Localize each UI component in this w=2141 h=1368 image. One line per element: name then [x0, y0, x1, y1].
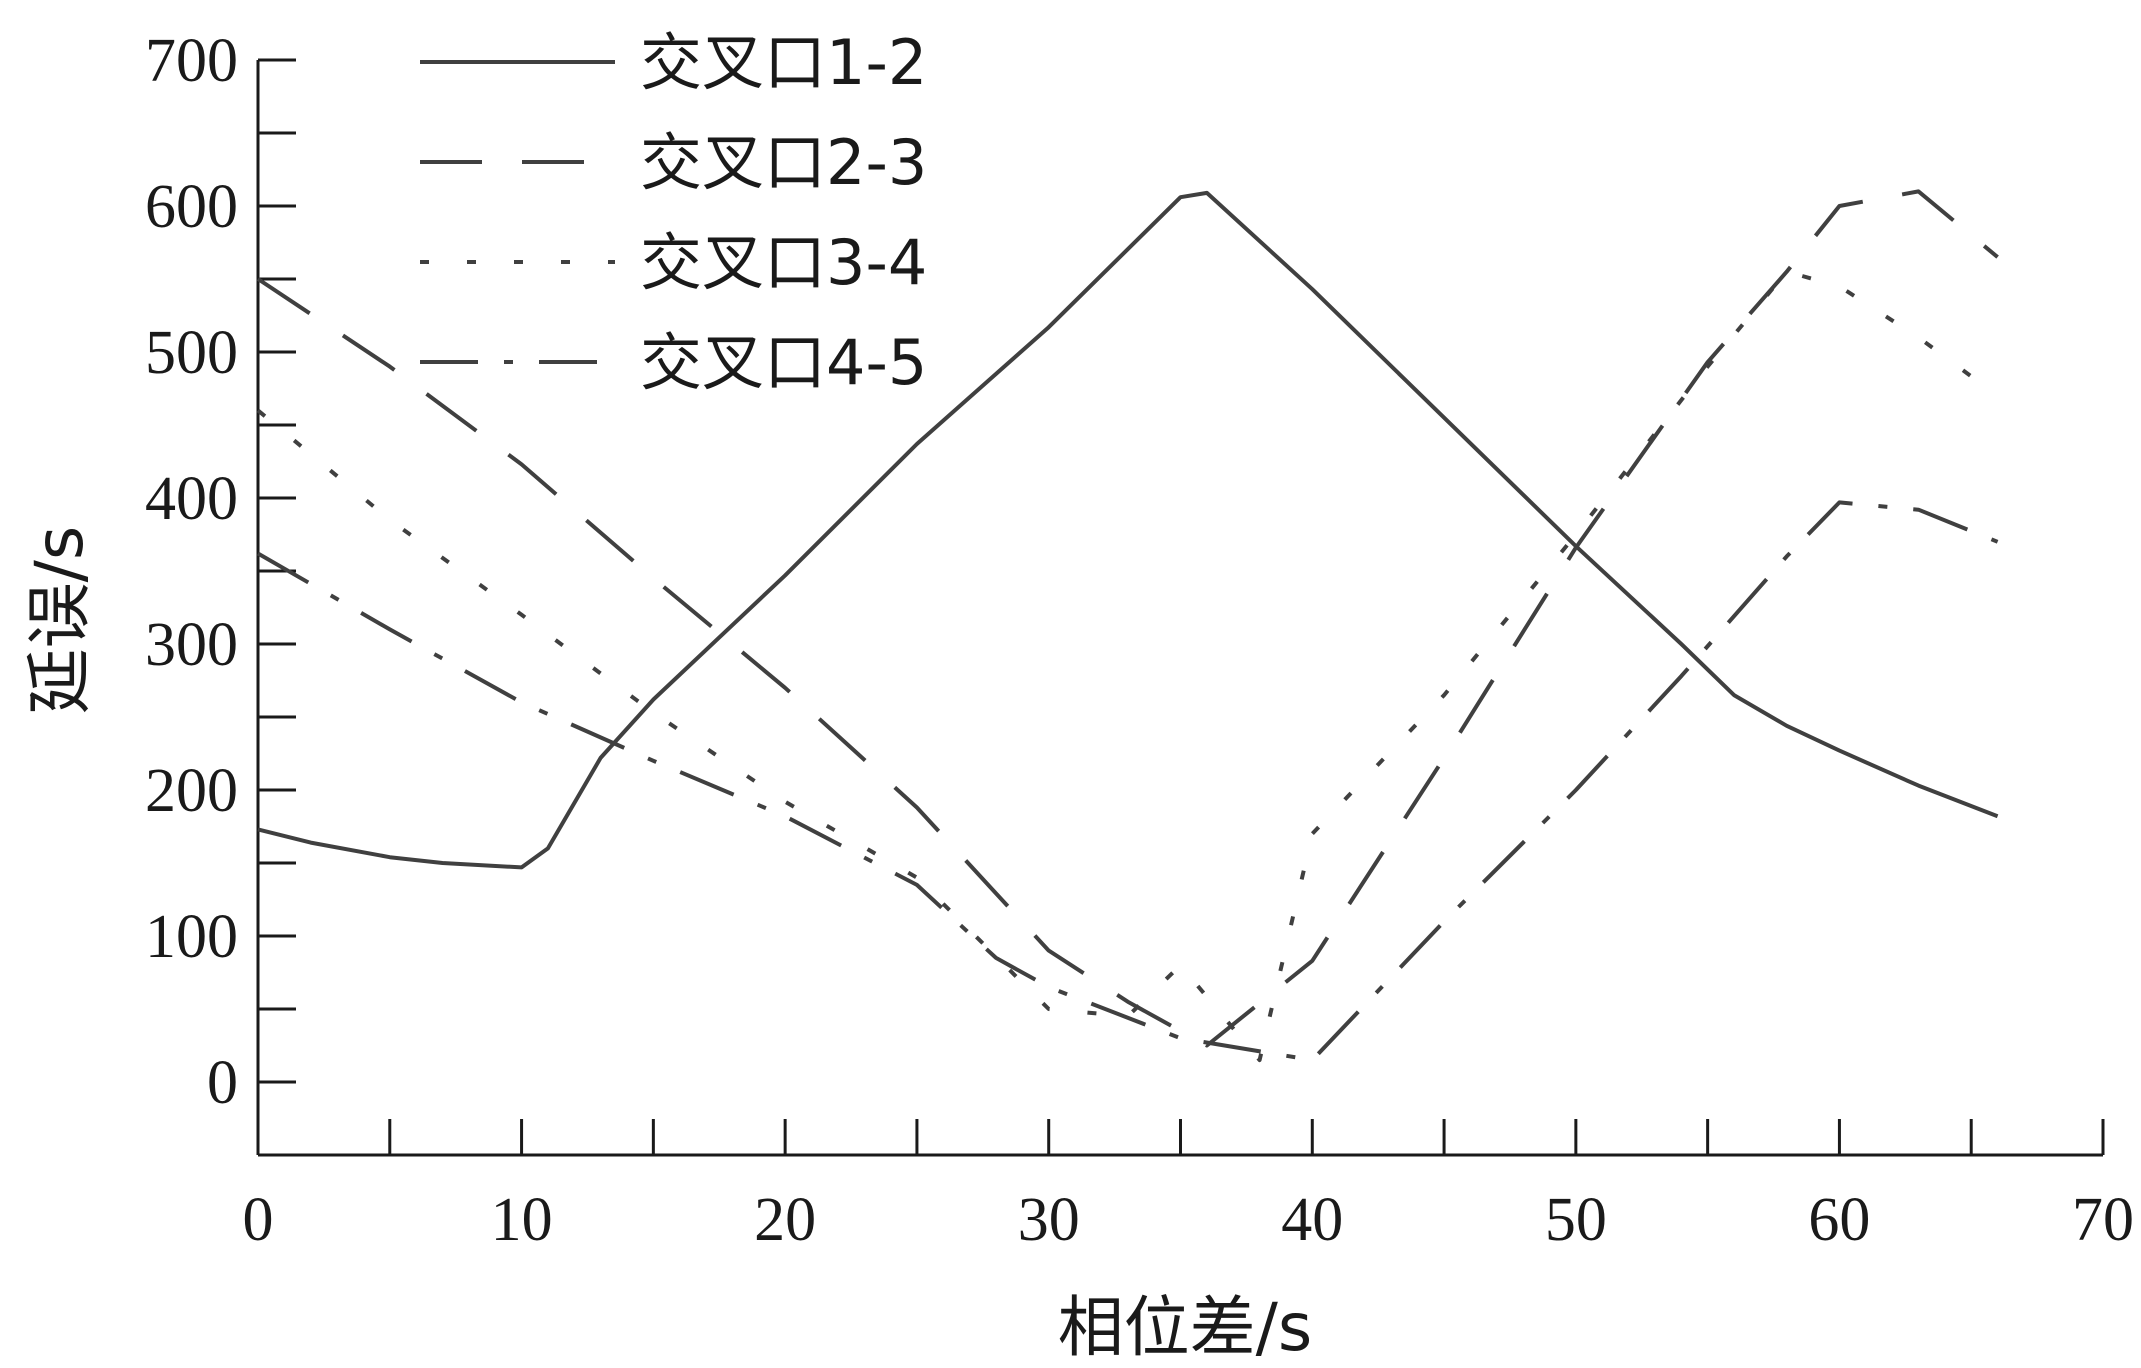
series-line-2 [256, 189, 1999, 1048]
legend: 交叉口1-2 交叉口2-3 交叉口3-4 交叉口4-5 [420, 26, 927, 399]
y-tick-label: 0 [207, 1049, 238, 1117]
x-tick-label: 50 [1545, 1186, 1607, 1254]
y-tick-label: 300 [145, 611, 238, 679]
y-tick-label: 100 [145, 903, 238, 971]
x-tick-label: 30 [1018, 1186, 1080, 1254]
series-line-4 [257, 500, 1999, 1063]
y-tick-label: 700 [145, 27, 238, 95]
legend-label-4: 交叉口4-5 [640, 326, 927, 399]
series-line-3 [256, 269, 1999, 1063]
x-tick-label: 60 [1808, 1186, 1870, 1254]
legend-label-3: 交叉口3-4 [640, 226, 927, 299]
y-tick-label: 400 [145, 465, 238, 533]
x-tick-label: 0 [243, 1186, 274, 1254]
legend-label-2: 交叉口2-3 [640, 126, 927, 199]
x-ticks: 0 10 20 30 40 50 60 70 [243, 1119, 2134, 1254]
y-ticks: 0 100 200 300 400 500 600 700 [145, 27, 296, 1117]
x-tick-label: 20 [754, 1186, 816, 1254]
y-axis-title: 延误/s [21, 526, 98, 715]
x-tick-label: 10 [491, 1186, 553, 1254]
series-line-1 [257, 190, 1999, 870]
y-tick-label: 600 [145, 173, 238, 241]
legend-label-1: 交叉口1-2 [640, 26, 927, 99]
x-tick-label: 70 [2072, 1186, 2134, 1254]
y-tick-label: 500 [145, 319, 238, 387]
x-tick-label: 40 [1281, 1186, 1343, 1254]
x-axis-title: 相位差/s [1058, 1289, 1313, 1366]
series-layer [256, 189, 1999, 1063]
y-tick-label: 200 [145, 757, 238, 825]
